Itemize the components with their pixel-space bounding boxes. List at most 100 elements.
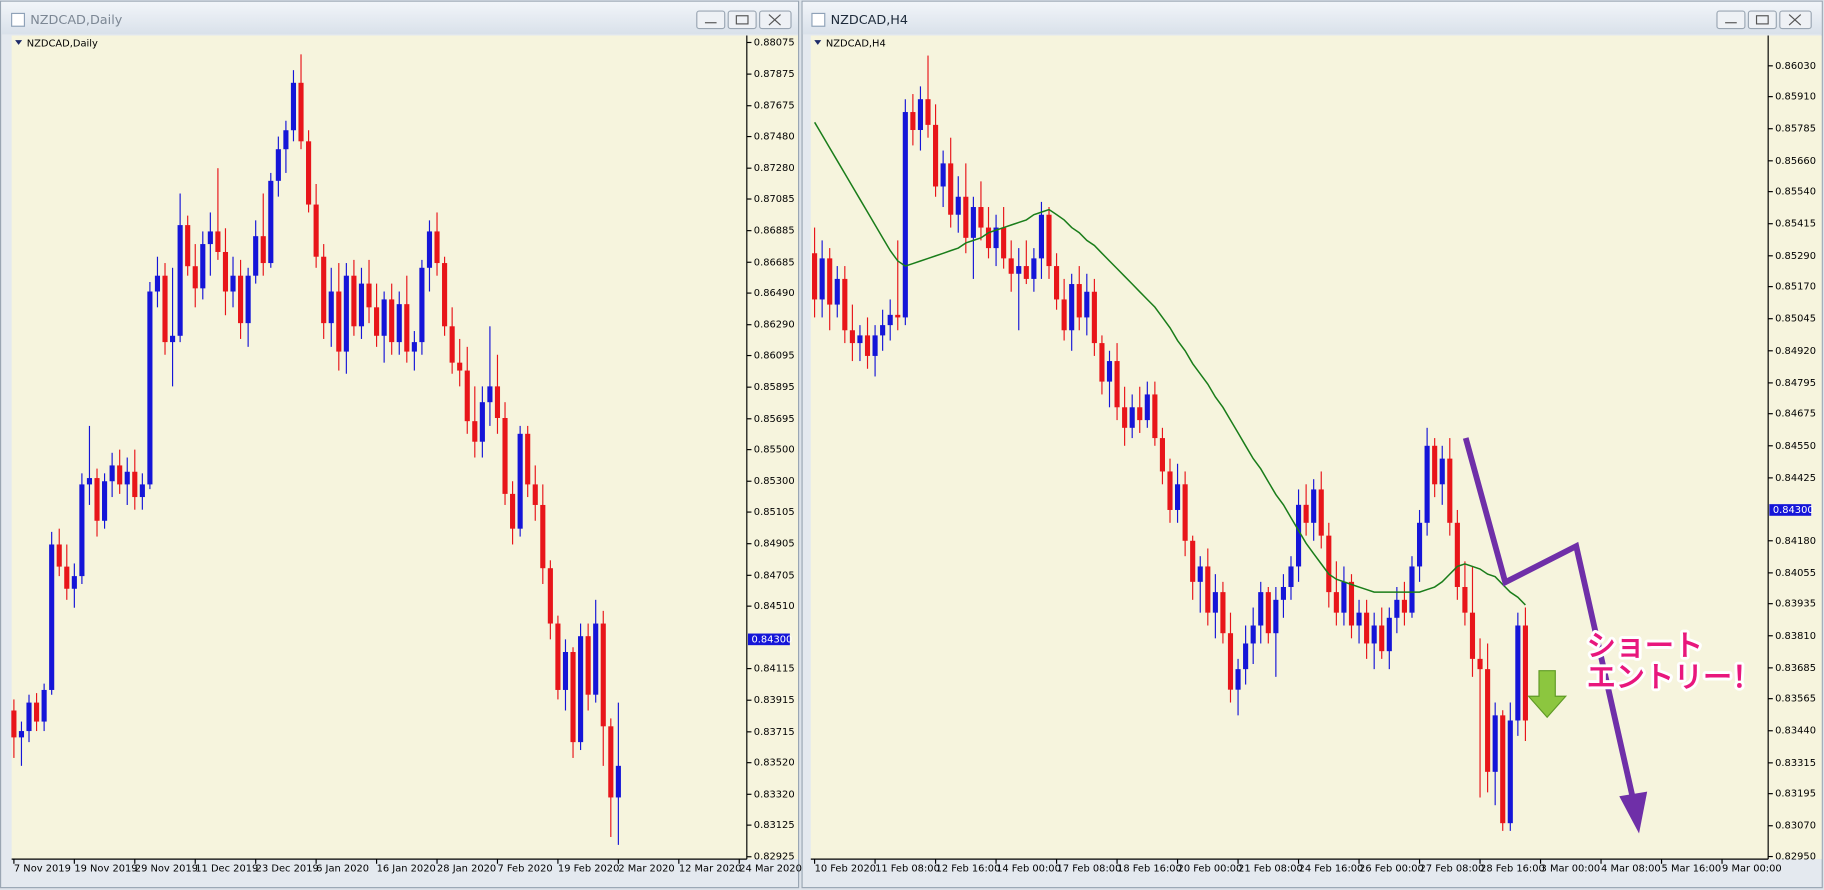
candle-body (374, 307, 380, 336)
candle-body (917, 99, 924, 131)
y-tick-label: 0.84425 (1775, 473, 1816, 484)
candle-body (978, 207, 984, 228)
candle-body (222, 251, 229, 292)
candle-body (525, 433, 531, 485)
x-tick-label: 19 Nov 2019 (74, 863, 137, 874)
candle-body (64, 566, 70, 589)
candle-body (11, 710, 17, 738)
y-tick-label: 0.85290 (1775, 251, 1816, 262)
candle-body (925, 99, 931, 125)
candle-body (1386, 617, 1392, 652)
y-tick-label: 0.86490 (754, 288, 795, 299)
candle-body (834, 278, 840, 305)
y-tick-label: 0.83070 (1775, 821, 1816, 832)
candle-body (351, 275, 357, 327)
restore-button[interactable] (1747, 10, 1777, 30)
candle-body (1220, 592, 1226, 634)
minimize-button[interactable] (696, 10, 726, 30)
y-tick-label: 0.87875 (754, 69, 795, 80)
candle-body (547, 568, 553, 624)
candle-body (1401, 599, 1407, 613)
y-tick-label: 0.83810 (1775, 631, 1816, 642)
candle-body (434, 231, 440, 264)
candle-body (864, 335, 871, 356)
candle-body (985, 227, 992, 249)
candle-body (1152, 394, 1158, 439)
current-price-label: 0.84300 (1773, 505, 1814, 516)
annotation: ショート (1587, 628, 1703, 662)
candle-body (426, 231, 433, 268)
candle-body (177, 225, 183, 336)
candle-body (1129, 407, 1135, 428)
candle-body (1137, 407, 1143, 421)
candle-body (812, 253, 818, 300)
y-tick-label: 0.86885 (754, 226, 795, 237)
candle-body (1462, 586, 1468, 613)
candle-body (419, 267, 425, 343)
candle-body (207, 231, 213, 245)
y-tick-label: 0.84055 (1775, 568, 1816, 579)
candle-body (18, 731, 25, 738)
y-tick-label: 0.83195 (1775, 789, 1816, 800)
candle-body (1122, 407, 1128, 428)
candle-body (1016, 266, 1022, 274)
candle-body (517, 433, 523, 529)
window-icon (811, 12, 826, 27)
y-tick-label: 0.85660 (1775, 156, 1816, 167)
candle-body (117, 465, 123, 485)
chart-label: NZDCAD,H4 (826, 39, 886, 50)
candle-body (1076, 284, 1082, 318)
candle-body (41, 689, 47, 722)
y-tick-label: 0.86290 (754, 320, 795, 331)
trend-arrow (1462, 437, 1639, 811)
candle-body (192, 266, 198, 289)
candle-body (1379, 625, 1385, 652)
title-bar (802, 1, 1822, 35)
candle-body (1061, 299, 1067, 331)
candle-body (1205, 566, 1211, 613)
x-tick-label: 23 Dec 2019 (256, 863, 319, 874)
candle-body (147, 291, 153, 485)
candle-body (253, 236, 259, 276)
x-tick-label: 7 Feb 2020 (497, 863, 552, 874)
x-tick-label: 5 Mar 16:00 (1662, 863, 1722, 874)
x-tick-label: 27 Feb 08:00 (1420, 863, 1485, 874)
chart-area (11, 35, 799, 860)
candle-body (109, 465, 115, 482)
y-tick-label: 0.83915 (754, 695, 795, 706)
candle-body (1144, 394, 1150, 421)
x-tick-label: 29 Nov 2019 (135, 863, 198, 874)
y-tick-label: 0.84510 (754, 601, 795, 612)
x-tick-label: 10 Feb 2020 (815, 863, 876, 874)
restore-icon (1755, 15, 1769, 25)
y-tick-label: 0.84675 (1775, 409, 1816, 420)
candle-body (1258, 592, 1264, 626)
x-tick-label: 12 Mar 2020 (679, 863, 742, 874)
candle-body (185, 225, 191, 267)
candle-body (94, 478, 100, 521)
candle-body (1333, 592, 1339, 613)
y-tick-label: 0.83565 (1775, 694, 1816, 705)
candle-body (1235, 669, 1241, 690)
candle-body (593, 623, 599, 695)
candle-body (132, 471, 138, 498)
y-tick-label: 0.85695 (754, 414, 795, 425)
current-price-label: 0.84300 (751, 634, 792, 645)
candle-body (34, 702, 40, 722)
y-tick-label: 0.84795 (1775, 378, 1816, 389)
candle-body (1114, 361, 1120, 408)
candle-body (215, 231, 221, 252)
y-tick-label: 0.85105 (754, 507, 795, 518)
candle-body (1295, 504, 1302, 567)
candle-body (1447, 458, 1453, 523)
candle-body (442, 263, 448, 327)
candle-body (328, 291, 334, 324)
candle-body (1069, 284, 1075, 331)
y-tick-label: 0.84180 (1775, 536, 1816, 547)
candle-body (1439, 458, 1445, 485)
candle-body (578, 636, 584, 743)
y-tick-label: 0.85895 (754, 382, 795, 393)
restore-button[interactable] (727, 10, 757, 30)
candle-body (1522, 625, 1528, 721)
minimize-button[interactable] (1716, 10, 1746, 30)
